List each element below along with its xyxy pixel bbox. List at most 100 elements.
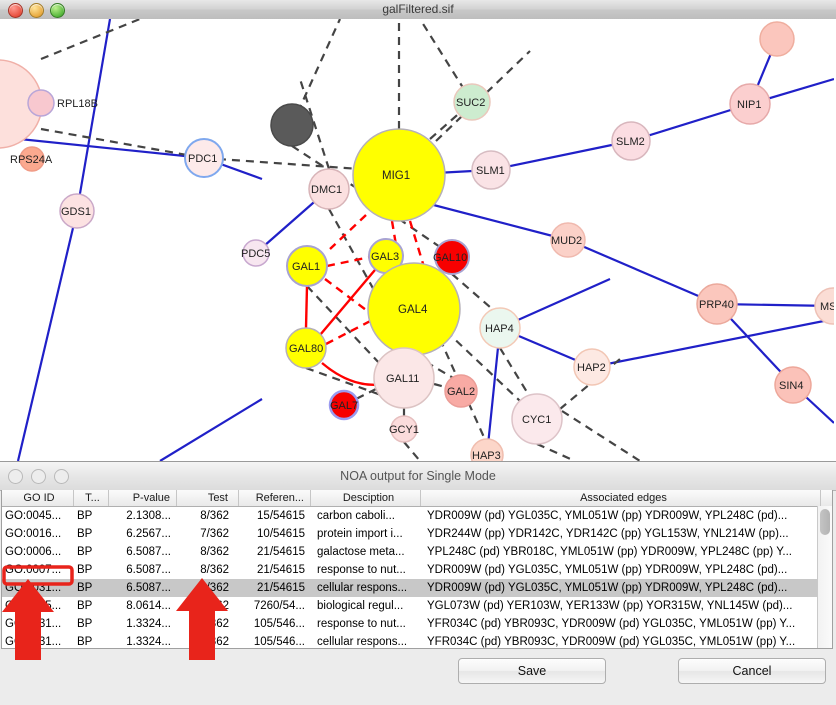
node-SIN4[interactable] — [774, 366, 812, 404]
node-RPS24A[interactable] — [19, 146, 45, 172]
cell-pvalue: 8.0614... — [126, 600, 171, 612]
node-MIG1[interactable] — [352, 128, 446, 222]
noa-window-title: NOA output for Single Mode — [340, 469, 496, 483]
node-label-RPS24A: RPS24A — [10, 154, 53, 166]
cell-test: 8/362 — [200, 564, 229, 576]
cell-test: 94/362 — [193, 600, 229, 612]
save-button[interactable]: Save — [458, 658, 606, 684]
noa-output-window: NOA output for Single Mode GO ID T... P-… — [0, 461, 836, 705]
cell-pvalue: 2.1308... — [126, 510, 171, 522]
node-label-NIP1: NIP1 — [737, 99, 761, 111]
table-row[interactable]: GO:0006... BP 6.5087... 8/362 21/54615 galact… — [2, 543, 832, 561]
edge-red-solid — [319, 263, 381, 336]
table-row[interactable]: GO:0031... BP 1.3324... 11/362 105/546... res… — [2, 615, 832, 633]
node-SLM2[interactable] — [611, 121, 651, 161]
cell-edges: YPL248C (pd) YBR018C, YML051W (pp) YDR00… — [427, 546, 793, 558]
node-label-GAL4: GAL4 — [398, 304, 428, 316]
network-graph-svg[interactable]: RPL18B RPS24A GDS1 PDC1 PDC5 DMC1 SUC2 M… — [0, 19, 834, 461]
cell-description: protein import i... — [317, 528, 403, 540]
edge-pd — [499, 347, 531, 398]
close-button[interactable] — [8, 3, 23, 18]
table-body[interactable]: GO:0045... BP 2.1308... 8/362 15/54615 carbon… — [2, 507, 832, 648]
cell-edges: YDR009W (pd) YGL035C, YML051W (pp) YDR00… — [427, 582, 788, 594]
results-table[interactable]: GO ID T... P-value Test Referen... Desci… — [1, 490, 833, 649]
nodes-layer[interactable]: RPL18B RPS24A GDS1 PDC1 PDC5 DMC1 SUC2 M… — [0, 21, 834, 461]
node-GAL2[interactable] — [444, 374, 478, 408]
cell-type: BP — [77, 582, 93, 594]
edge-pd — [445, 330, 521, 402]
column-header-description[interactable]: Desciption — [311, 490, 421, 506]
cell-description: response to nut... — [317, 564, 406, 576]
noa-traffic-lights[interactable] — [8, 469, 69, 484]
node-unlabeled-top[interactable] — [759, 21, 795, 57]
column-header-edges[interactable]: Associated edges — [421, 490, 821, 506]
noa-close-button[interactable] — [8, 469, 23, 484]
noa-minimize-button[interactable] — [31, 469, 46, 484]
minimize-button[interactable] — [29, 3, 44, 18]
column-header-reference[interactable]: Referen... — [239, 490, 311, 506]
cell-edges: YGL073W (pd) YER103W, YER133W (pp) YOR31… — [427, 600, 793, 612]
cell-pvalue: 6.2567... — [126, 528, 171, 540]
cell-type: BP — [77, 564, 93, 576]
table-row[interactable]: GO:0007... BP 6.5087... 8/362 21/54615 respon… — [2, 561, 832, 579]
cell-type: BP — [77, 636, 93, 648]
scrollbar-thumb[interactable] — [820, 509, 830, 535]
cell-go-id: GO:0006... — [5, 546, 62, 558]
node-label-GAL1: GAL1 — [292, 261, 320, 273]
node-label-HAP2: HAP2 — [577, 362, 606, 374]
node-HAP3[interactable] — [470, 438, 504, 461]
network-canvas[interactable]: RPL18B RPS24A GDS1 PDC1 PDC5 DMC1 SUC2 M… — [0, 19, 836, 461]
column-header-pvalue[interactable]: P-value — [109, 490, 177, 506]
node-SLM1[interactable] — [471, 150, 511, 190]
node-GAL80[interactable] — [285, 327, 327, 369]
table-row[interactable]: GO:0016... BP 6.2567... 7/362 10/54615 protei… — [2, 525, 832, 543]
node-HAP4[interactable] — [479, 307, 521, 349]
noa-zoom-button[interactable] — [54, 469, 69, 484]
traffic-lights[interactable] — [8, 3, 65, 18]
node-DMC1[interactable] — [308, 168, 350, 210]
node-SUC2[interactable] — [453, 83, 491, 121]
cell-go-id: GO:0031... — [5, 636, 62, 648]
table-row[interactable]: GO:0045... BP 2.1308... 8/362 15/54615 carbon… — [2, 507, 832, 525]
node-MUD2[interactable] — [550, 222, 586, 258]
node-unlabeled-dark[interactable] — [270, 103, 314, 147]
cell-test: 7/362 — [200, 528, 229, 540]
table-row[interactable]: GO:0065... BP 8.0614... 94/362 7260/54... bio… — [2, 597, 832, 615]
cell-type: BP — [77, 618, 93, 630]
node-GCY1[interactable] — [390, 415, 418, 443]
cancel-button[interactable]: Cancel — [678, 658, 826, 684]
node-HAP2[interactable] — [573, 348, 611, 386]
cell-test: 11/362 — [194, 618, 229, 630]
cell-edges: YDR009W (pd) YGL035C, YML051W (pp) YDR00… — [427, 564, 788, 576]
node-GAL11[interactable] — [373, 347, 435, 409]
column-header-test[interactable]: Test — [177, 490, 239, 506]
edge-pd — [561, 410, 641, 461]
table-vertical-scrollbar[interactable] — [817, 506, 832, 648]
cell-type: BP — [77, 546, 93, 558]
node-label-CYC1: CYC1 — [522, 414, 551, 426]
node-CYC1[interactable] — [511, 393, 563, 445]
cell-edges: YFR034C (pd) YBR093C, YDR009W (pd) YGL03… — [427, 636, 796, 648]
node-GAL7[interactable] — [328, 389, 360, 421]
node-GAL10[interactable] — [434, 239, 470, 275]
node-GDS1[interactable] — [59, 193, 95, 229]
edge-pd — [306, 285, 381, 365]
node-NIP1[interactable] — [729, 83, 771, 125]
node-PRP40[interactable] — [696, 283, 738, 325]
table-row[interactable]: GO:0031... BP 6.5087... 8/362 21/54615 cellul… — [2, 579, 832, 597]
node-PDC5[interactable] — [242, 239, 270, 267]
node-GAL1[interactable] — [286, 245, 328, 287]
cell-go-id: GO:0045... — [5, 510, 62, 522]
node-label-GAL10: GAL10 — [433, 252, 467, 264]
cell-reference: 105/546... — [253, 636, 305, 648]
column-header-type[interactable]: T... — [74, 490, 109, 506]
node-MSI[interactable] — [814, 287, 834, 325]
column-header-go-id[interactable]: GO ID — [2, 490, 74, 506]
node-PDC1[interactable] — [184, 138, 224, 178]
table-row[interactable]: GO:0031... BP 1.3324... 11/362 105/546... cel… — [2, 633, 832, 648]
node-RPL18B[interactable] — [27, 89, 55, 117]
zoom-button[interactable] — [50, 3, 65, 18]
edge-red-dashed — [408, 220, 426, 268]
cell-type: BP — [77, 510, 93, 522]
